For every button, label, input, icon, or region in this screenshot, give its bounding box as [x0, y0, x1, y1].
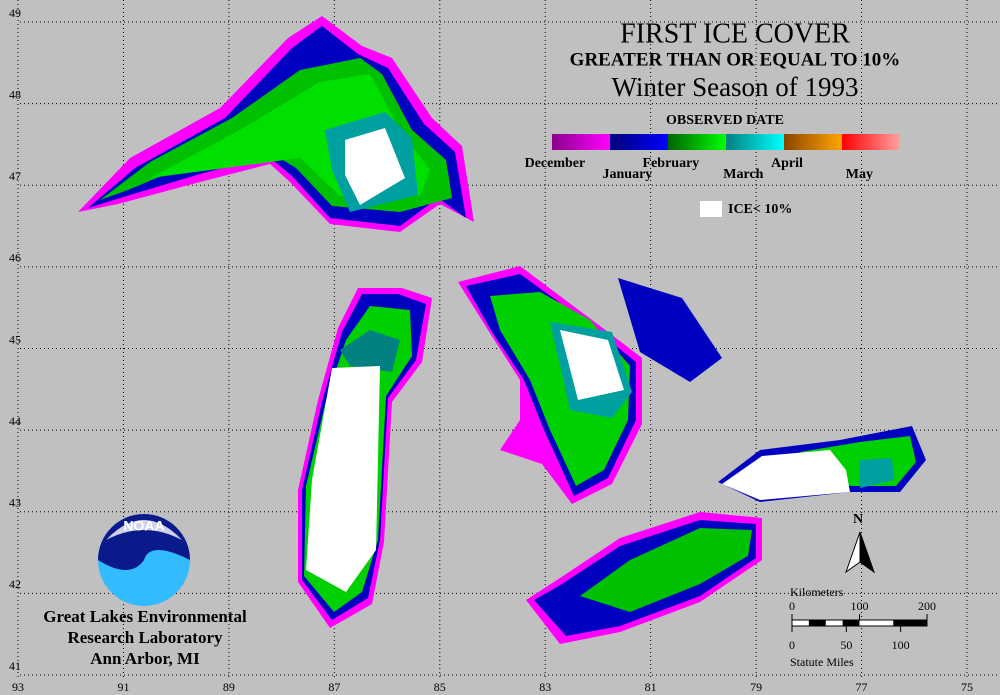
scale-bar — [893, 620, 927, 626]
latitude-label: 49 — [9, 6, 21, 20]
logo-text: NOAA — [123, 518, 164, 534]
longitude-label: 77 — [856, 680, 868, 694]
latitude-label: 45 — [9, 332, 21, 346]
latitude-label: 44 — [9, 414, 21, 428]
longitude-label: 87 — [328, 680, 340, 694]
north-arrow — [859, 531, 875, 574]
legend-label: December — [525, 156, 586, 171]
ice-label: ICE< 10% — [728, 202, 792, 217]
noaa-logo: NOAA — [98, 514, 190, 606]
longitude-label: 79 — [750, 680, 762, 694]
legend-label: February — [643, 156, 700, 171]
legend-swatch — [726, 134, 784, 150]
legend-title: OBSERVED DATE — [666, 113, 784, 128]
legend-label: March — [723, 167, 763, 182]
legend-swatch — [784, 134, 842, 150]
scale-mile-tick: 50 — [840, 638, 852, 652]
legend-label: April — [771, 156, 803, 171]
legend-label: May — [846, 167, 873, 182]
credit: Research Laboratory — [67, 628, 223, 647]
longitude-label: 89 — [223, 680, 235, 694]
latitude-label: 46 — [9, 251, 21, 265]
north-label: N — [853, 512, 863, 527]
scale-bar — [842, 620, 860, 626]
longitude-label: 93 — [12, 680, 24, 694]
scale-mile-label: Statute Miles — [790, 655, 854, 669]
latitude-label: 42 — [9, 577, 21, 591]
scale-km-tick: 100 — [851, 599, 869, 613]
longitude-label: 85 — [434, 680, 446, 694]
credit: Great Lakes Environmental — [43, 607, 247, 626]
scale-km-tick: 200 — [918, 599, 936, 613]
legend-swatch — [552, 134, 610, 150]
scale-km-tick: 0 — [789, 599, 795, 613]
legend-swatch — [610, 134, 668, 150]
lake-michigan — [298, 288, 432, 628]
latitude-label: 47 — [9, 169, 21, 183]
legend-label: January — [603, 167, 653, 182]
lake-huron — [458, 266, 722, 504]
season: Winter Season of 1993 — [611, 72, 858, 102]
longitude-label: 75 — [961, 680, 973, 694]
legend-swatch — [842, 134, 900, 150]
scale-bar — [808, 620, 826, 626]
latitude-label: 41 — [9, 659, 21, 673]
lake-superior — [78, 16, 474, 232]
legend-swatch — [668, 134, 726, 150]
scale-mile-tick: 100 — [892, 638, 910, 652]
title: FIRST ICE COVER — [620, 18, 850, 49]
longitude-label: 81 — [645, 680, 657, 694]
latitude-label: 43 — [9, 496, 21, 510]
longitude-label: 91 — [117, 680, 129, 694]
scale-km-label: Kilometers — [790, 585, 844, 599]
lake-ontario — [718, 426, 926, 502]
longitude-label: 83 — [539, 680, 551, 694]
credit: Ann Arbor, MI — [90, 649, 200, 668]
lake-erie — [526, 512, 762, 644]
subtitle: GREATER THAN OR EQUAL TO 10% — [570, 49, 901, 70]
latitude-label: 48 — [9, 87, 21, 101]
ice-swatch — [700, 201, 722, 217]
scale-mile-tick: 0 — [789, 638, 795, 652]
